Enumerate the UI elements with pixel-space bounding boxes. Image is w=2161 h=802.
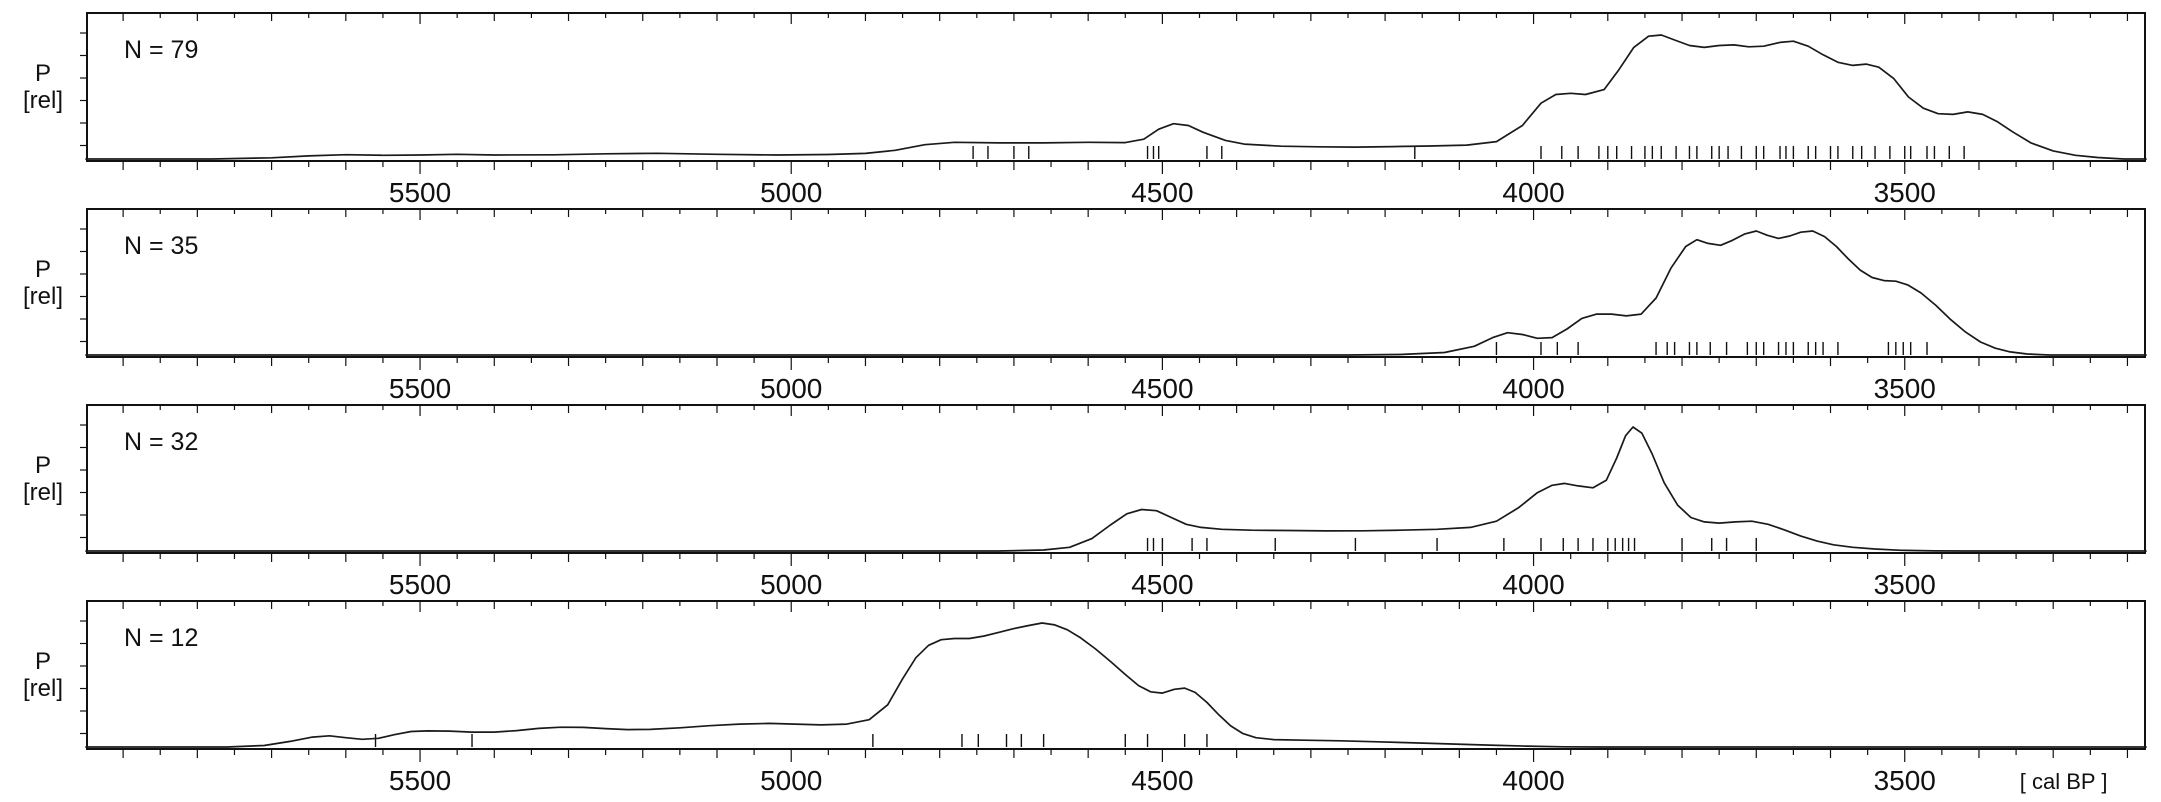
y-axis-ticks xyxy=(80,424,87,539)
x-axis-3: 5500 5000 4500 4000 3500 xyxy=(86,554,2146,600)
top-axis-ticks xyxy=(122,210,2129,220)
x-axis-ticks xyxy=(122,162,2129,174)
x-axis-tick-label: 4000 xyxy=(1502,765,1564,796)
x-axis-tick-label: 3500 xyxy=(1874,177,1936,208)
density-curve xyxy=(85,426,2147,552)
x-axis-tick-label: 5000 xyxy=(760,765,822,796)
density-panel-1: N = 79 xyxy=(80,12,2147,162)
density-panel-2: N = 35 xyxy=(80,208,2147,358)
panel-row-4: P [rel] N = 12 xyxy=(0,600,2161,750)
x-axis-svg-1: 5500 5000 4500 4000 3500 xyxy=(122,162,2129,208)
panel-count-label: N = 32 xyxy=(124,428,198,456)
density-panel-svg-1: N = 79 xyxy=(80,12,2147,162)
rug-marks xyxy=(1495,342,1928,355)
y-axis-ticks xyxy=(80,32,87,147)
top-axis-ticks xyxy=(122,406,2129,416)
y-axis-label-line1: P xyxy=(34,256,51,283)
x-axis-tick-label: 4500 xyxy=(1131,765,1193,796)
x-axis-tick-label: 4500 xyxy=(1131,569,1193,600)
density-panel-3: N = 32 xyxy=(80,404,2147,554)
x-axis-tick-label: 4000 xyxy=(1502,373,1564,404)
y-axis-label-4: P [rel] xyxy=(0,600,86,750)
x-axis-tick-label: 3500 xyxy=(1874,373,1936,404)
x-axis-tick-label: 3500 xyxy=(1874,765,1936,796)
x-axis-svg-4: 5500 5000 4500 4000 3500 [ cal BP ] xyxy=(122,750,2129,796)
x-axis-tick-label: 5500 xyxy=(389,373,451,404)
density-curve xyxy=(85,34,2147,160)
y-axis-label-3: P [rel] xyxy=(0,404,86,554)
x-axis-tick-label: 5000 xyxy=(760,569,822,600)
y-axis-label-2: P [rel] xyxy=(0,208,86,358)
panel-row-2: P [rel] N = 35 xyxy=(0,208,2161,358)
y-axis-label-line1: P xyxy=(34,648,51,675)
density-curve xyxy=(85,622,2147,748)
density-panel-svg-4: N = 12 xyxy=(80,600,2147,750)
x-axis-tick-label: 5000 xyxy=(760,373,822,404)
y-axis-label-line2: [rel] xyxy=(22,87,63,114)
y-axis-label-1: P [rel] xyxy=(0,12,86,162)
x-axis-tick-label: 5000 xyxy=(760,177,822,208)
top-axis-ticks xyxy=(122,602,2129,612)
panel-border xyxy=(86,208,2146,358)
y-axis-label-line2: [rel] xyxy=(22,479,63,506)
panel-border xyxy=(86,12,2146,162)
x-axis-unit-label: [ cal BP ] xyxy=(2020,769,2108,794)
y-axis-label-line1: P xyxy=(34,60,51,87)
panel-count-label: N = 35 xyxy=(124,232,198,260)
x-axis-tick-label: 4500 xyxy=(1131,177,1193,208)
x-axis-tick-label: 5500 xyxy=(389,569,451,600)
x-axis-1: 5500 5000 4500 4000 3500 xyxy=(86,162,2146,208)
rug-marks xyxy=(972,146,1965,159)
x-axis-2: 5500 5000 4500 4000 3500 xyxy=(86,358,2146,404)
density-panel-svg-2: N = 35 xyxy=(80,208,2147,358)
x-axis-ticks xyxy=(122,750,2129,762)
panel-border xyxy=(86,600,2146,750)
x-axis-tick-label: 5500 xyxy=(389,177,451,208)
density-curve xyxy=(85,230,2147,356)
x-axis-ticks xyxy=(122,554,2129,566)
x-axis-svg-3: 5500 5000 4500 4000 3500 xyxy=(122,554,2129,600)
top-axis-ticks xyxy=(122,14,2129,24)
x-axis-4: 5500 5000 4500 4000 3500 [ cal BP ] xyxy=(86,750,2146,796)
x-axis-tick-label: 5500 xyxy=(389,765,451,796)
density-panel-4: N = 12 xyxy=(80,600,2147,750)
y-axis-ticks xyxy=(80,228,87,343)
x-axis-svg-2: 5500 5000 4500 4000 3500 xyxy=(122,358,2129,404)
x-axis-tick-label: 4000 xyxy=(1502,569,1564,600)
rug-marks xyxy=(1146,538,1757,551)
x-axis-tick-label: 4000 xyxy=(1502,177,1564,208)
panel-border xyxy=(86,404,2146,554)
x-axis-tick-label: 4500 xyxy=(1131,373,1193,404)
y-axis-label-line2: [rel] xyxy=(22,675,63,702)
panel-row-3: P [rel] N = 32 xyxy=(0,404,2161,554)
y-axis-label-line2: [rel] xyxy=(22,283,63,310)
rug-marks xyxy=(374,734,1208,747)
y-axis-ticks xyxy=(80,620,87,735)
density-panel-svg-3: N = 32 xyxy=(80,404,2147,554)
panel-count-label: N = 12 xyxy=(124,624,198,652)
y-axis-label-line1: P xyxy=(34,452,51,479)
x-axis-ticks xyxy=(122,358,2129,370)
panel-row-1: P [rel] N = 79 xyxy=(0,12,2161,162)
x-axis-tick-label: 3500 xyxy=(1874,569,1936,600)
panel-count-label: N = 79 xyxy=(124,36,198,64)
